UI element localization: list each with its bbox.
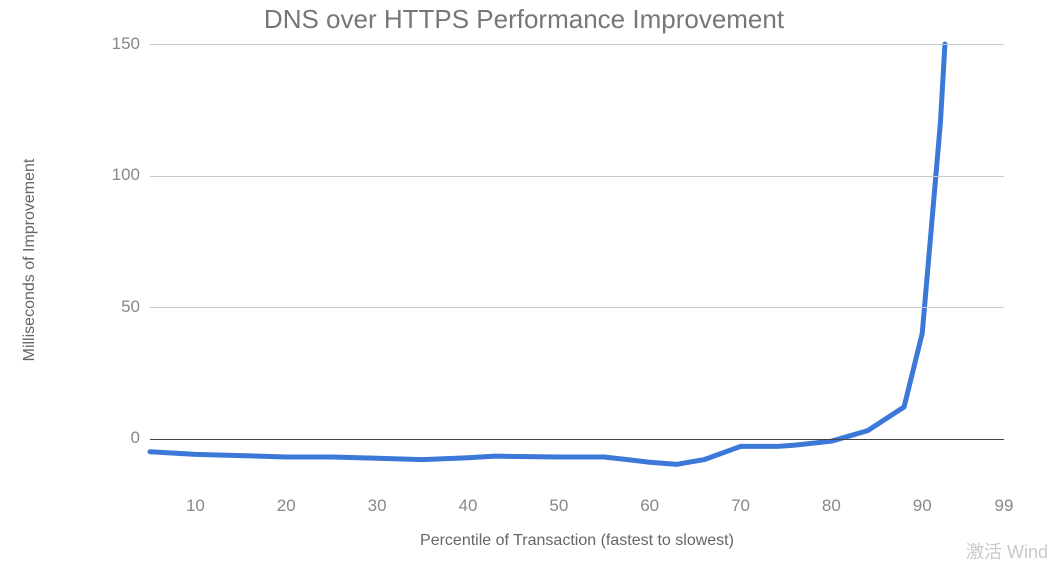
x-tick-label: 50 bbox=[534, 496, 584, 516]
x-axis-label: Percentile of Transaction (fastest to sl… bbox=[150, 532, 1004, 550]
plot-area bbox=[150, 44, 1004, 478]
chart-line bbox=[150, 44, 1004, 478]
x-tick-label: 99 bbox=[979, 496, 1029, 516]
y-axis-label: Milliseconds of Improvement bbox=[21, 43, 39, 477]
gridline-y bbox=[150, 307, 1004, 308]
gridline-y bbox=[150, 44, 1004, 45]
x-tick-label: 40 bbox=[443, 496, 493, 516]
y-tick-label: 100 bbox=[80, 165, 140, 185]
y-tick-label: 50 bbox=[80, 297, 140, 317]
x-tick-label: 20 bbox=[261, 496, 311, 516]
x-tick-label: 30 bbox=[352, 496, 402, 516]
watermark-text: 激活 Wind bbox=[966, 538, 1048, 564]
y-tick-label: 0 bbox=[80, 428, 140, 448]
x-tick-label: 60 bbox=[625, 496, 675, 516]
x-tick-label: 70 bbox=[716, 496, 766, 516]
x-tick-label: 10 bbox=[170, 496, 220, 516]
chart-title: DNS over HTTPS Performance Improvement bbox=[0, 4, 1048, 35]
x-tick-label: 80 bbox=[806, 496, 856, 516]
gridline-y bbox=[150, 439, 1004, 440]
x-tick-label: 90 bbox=[897, 496, 947, 516]
gridline-y bbox=[150, 176, 1004, 177]
y-tick-label: 150 bbox=[80, 34, 140, 54]
